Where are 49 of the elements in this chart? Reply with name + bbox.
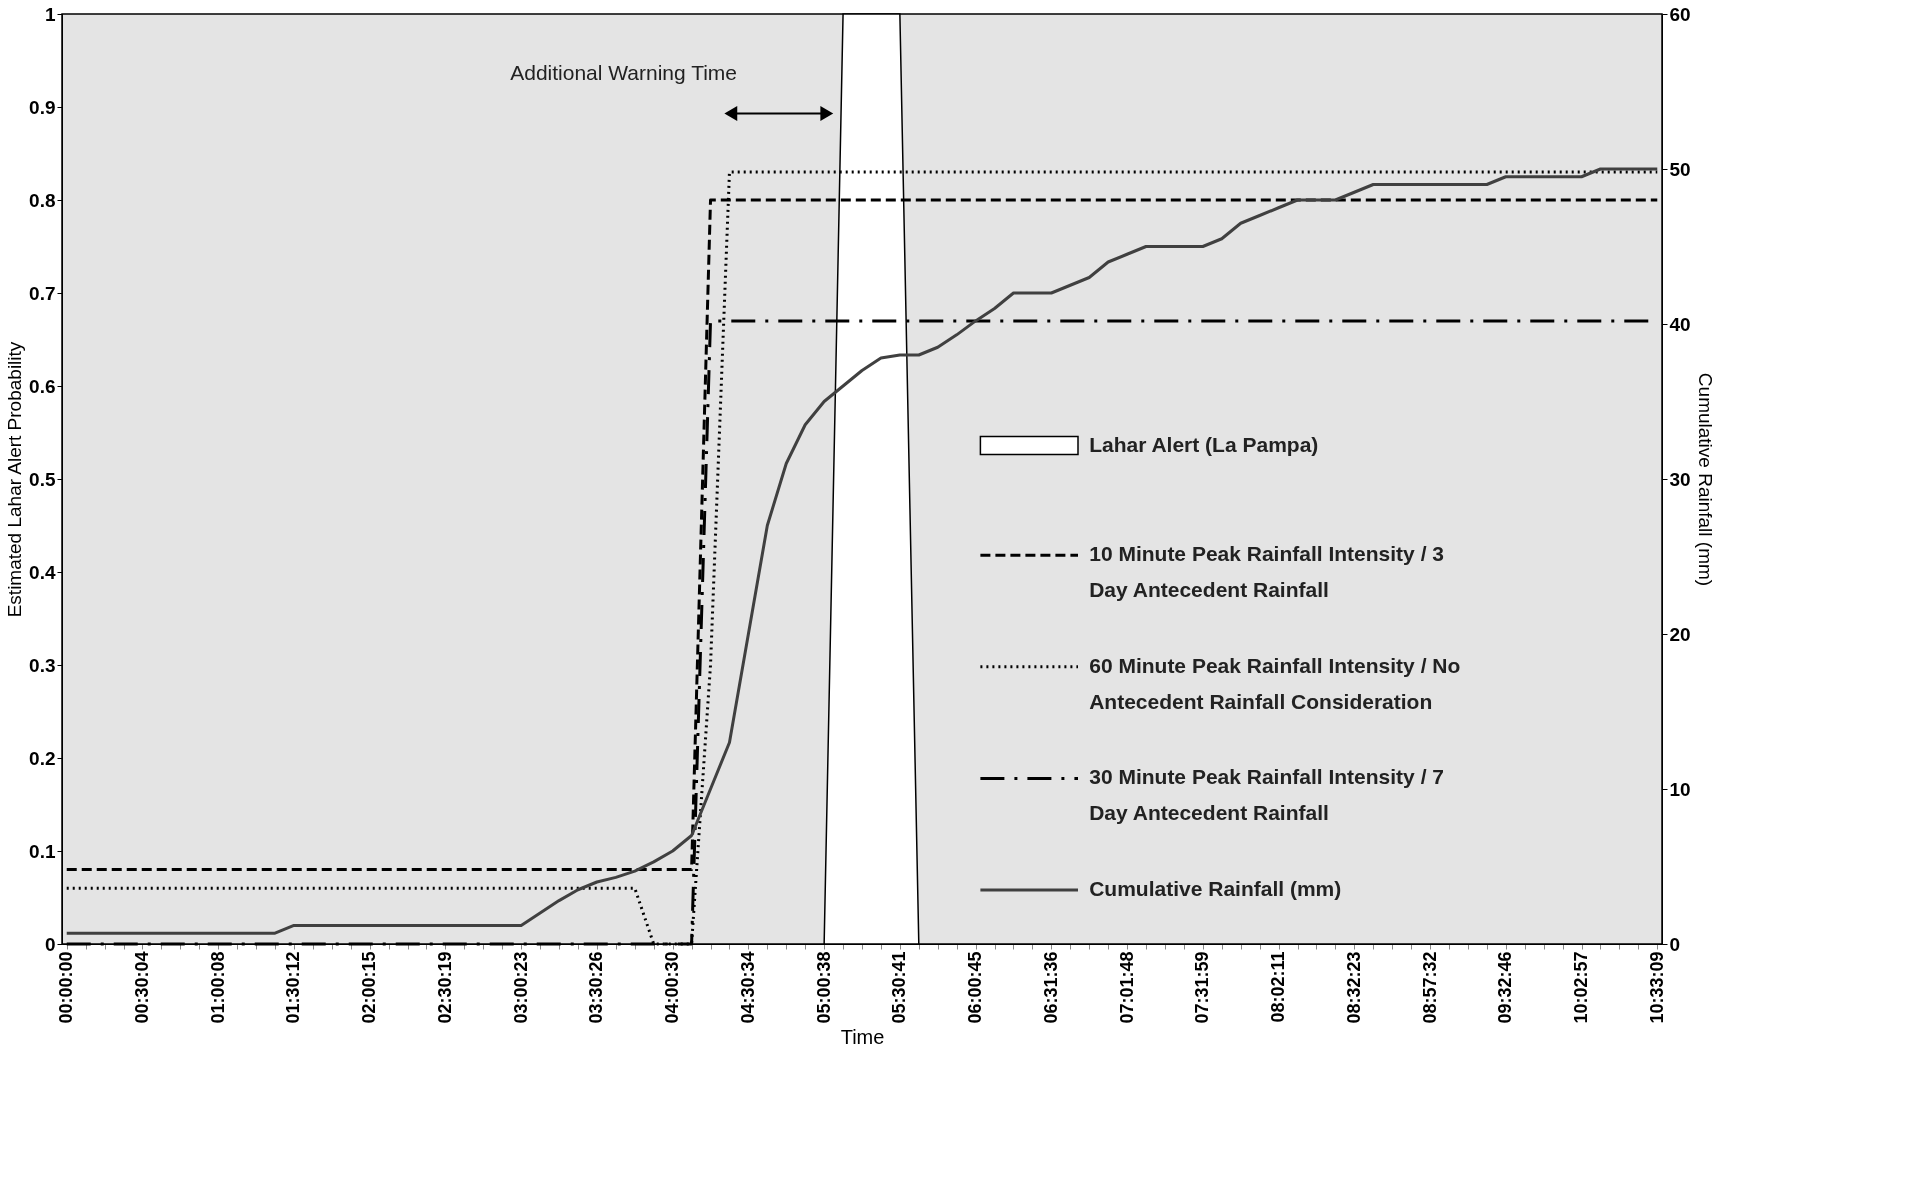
y2-tick-label: 0 [1669,933,1681,955]
x-tick-label: 10:33:09 [1646,951,1667,1024]
y2-tick-label: 60 [1669,3,1691,25]
y-tick-label: 0 [44,933,56,955]
x-tick-label: 07:31:59 [1192,951,1213,1024]
x-tick-label: 01:30:12 [283,951,304,1024]
y-tick-label: 0.3 [29,654,56,676]
x-tick-label: 08:02:11 [1268,951,1289,1023]
legend-label: Lahar Alert (La Pampa) [1089,432,1319,456]
legend-label: Cumulative Rainfall (mm) [1089,877,1342,901]
y-tick-label: 0.8 [29,189,56,211]
y-tick-label: 1 [44,3,56,25]
x-tick-label: 03:30:26 [586,951,607,1024]
x-tick-label: 10:02:57 [1571,951,1592,1024]
y-tick-label: 0.2 [29,747,56,769]
x-tick-label: 07:01:48 [1116,951,1137,1024]
x-axis-title: Time [840,1025,885,1048]
x-tick-label: 02:30:19 [434,951,455,1024]
legend-label: 10 Minute Peak Rainfall Intensity / 3 Day Antecedent Rainfall [1089,542,1444,602]
y-tick-label: 0.9 [29,96,56,118]
y-axis-title: Estimated Lahar Alert Probability [4,341,26,618]
annotation: Additional Warning Time [510,61,738,85]
y-tick-label: 0.5 [29,468,56,490]
x-tick-label: 06:31:36 [1040,951,1061,1024]
x-tick-label: 04:00:30 [662,951,683,1024]
legend-label: 30 Minute Peak Rainfall Intensity / 7 Day Antecedent Rainfall [1089,765,1444,825]
y2-axis-title: Cumulative Rainfall (mm) [1694,372,1716,587]
y-tick-label: 0.6 [29,375,56,397]
y2-tick-label: 30 [1669,468,1691,490]
x-tick-label: 00:30:04 [131,951,152,1024]
y2-tick-label: 20 [1669,623,1691,645]
x-tick-label: 01:00:08 [207,951,228,1024]
x-tick-label: 09:32:46 [1495,951,1516,1024]
x-tick-label: 04:30:34 [737,951,758,1024]
x-tick-label: 05:00:38 [813,951,834,1024]
y2-tick-label: 10 [1669,778,1691,800]
x-tick-label: 03:00:23 [510,951,531,1024]
y-tick-label: 0.4 [29,561,56,583]
y-tick-label: 0.7 [29,282,56,304]
legend-label: 60 Minute Peak Rainfall Intensity / No Antecedent Rainfall Consideration [1089,653,1461,713]
x-tick-label: 05:30:41 [889,951,910,1024]
y2-tick-label: 40 [1669,313,1691,335]
x-tick-label: 06:00:45 [965,951,986,1024]
x-tick-label: 08:32:23 [1343,951,1364,1024]
x-tick-label: 02:00:15 [359,951,380,1024]
x-tick-label: 08:57:32 [1419,951,1440,1024]
y-tick-label: 0.1 [29,840,56,862]
x-tick-label: 00:00:00 [56,951,77,1024]
y2-tick-label: 50 [1669,158,1691,180]
